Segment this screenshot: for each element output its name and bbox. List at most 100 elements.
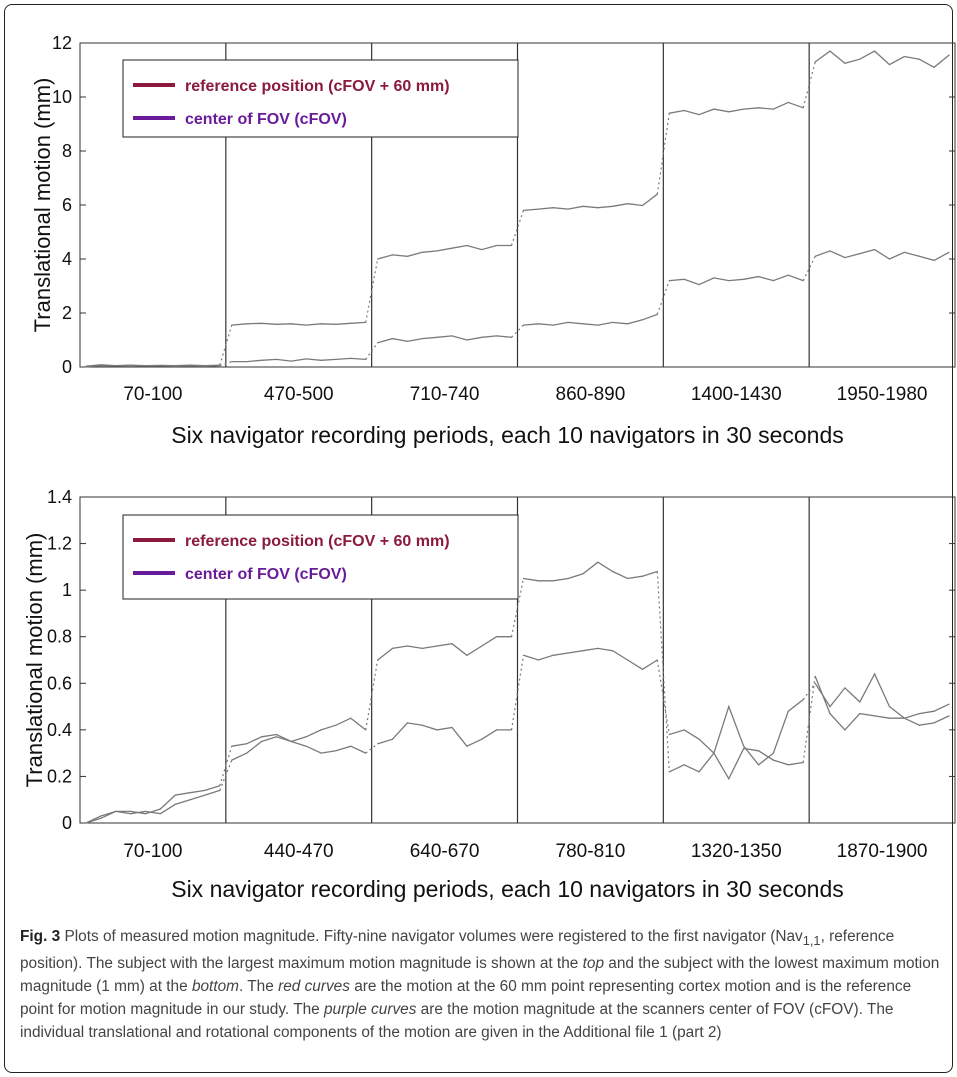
data-point — [320, 359, 322, 361]
data-point — [814, 61, 816, 63]
data-point — [421, 251, 423, 253]
y-tick-label: 1.2 — [47, 534, 72, 554]
data-point — [231, 759, 233, 761]
figure-caption: Fig. 3 Plots of measured motion magnitud… — [20, 925, 940, 1044]
data-point — [567, 321, 569, 323]
data-point — [320, 323, 322, 325]
data-point — [159, 365, 161, 367]
data-point — [713, 277, 715, 279]
data-point — [335, 724, 337, 726]
legend-label: reference position (cFOV + 60 mm) — [185, 533, 450, 550]
data-point — [552, 207, 554, 209]
caption-italic-top: top — [582, 955, 605, 973]
caption-text-4: . The — [239, 978, 279, 996]
data-point — [758, 750, 760, 752]
data-point — [612, 650, 614, 652]
data-point — [204, 365, 206, 367]
caption-italic-bottom: bottom — [191, 978, 239, 996]
data-point — [246, 323, 248, 325]
data-point — [275, 323, 277, 325]
series-line-segment — [669, 729, 804, 781]
data-point — [787, 274, 789, 276]
data-point — [335, 323, 337, 325]
legend-box — [122, 59, 519, 138]
data-point — [948, 251, 950, 253]
series-line-segment — [814, 248, 950, 262]
data-point — [829, 713, 831, 715]
data-point — [406, 340, 408, 342]
x-category-label: 780-810 — [556, 841, 626, 862]
series-line-segment — [231, 321, 366, 326]
data-point — [421, 724, 423, 726]
data-point — [844, 687, 846, 689]
data-point — [597, 207, 599, 209]
data-point — [933, 710, 935, 712]
legend-label: center of FOV (cFOV) — [185, 566, 347, 583]
data-point — [130, 810, 132, 813]
data-point — [261, 359, 263, 361]
series-line-segment — [523, 193, 658, 212]
data-point — [391, 254, 394, 256]
data-point — [231, 361, 233, 363]
period-connector — [219, 746, 233, 786]
data-point — [466, 244, 468, 247]
data-point — [174, 803, 176, 806]
y-tick-label: 0.2 — [47, 766, 72, 786]
data-point — [100, 365, 102, 367]
y-axis-title: Translational motion (mm) — [30, 78, 55, 333]
period-connector — [656, 571, 670, 772]
period-connector — [365, 258, 379, 323]
data-point — [683, 278, 685, 280]
data-point — [829, 706, 831, 708]
data-point — [743, 108, 745, 110]
data-point — [772, 752, 775, 754]
series-line-segment — [377, 335, 512, 344]
data-point — [683, 109, 685, 112]
x-category-label: 440-470 — [264, 841, 334, 862]
data-point — [335, 750, 337, 752]
data-point — [496, 244, 498, 247]
data-point — [597, 647, 599, 650]
data-point — [436, 645, 438, 647]
data-point — [305, 324, 307, 326]
data-point — [436, 250, 438, 252]
data-point — [612, 205, 614, 207]
x-category-label: 640-670 — [410, 841, 480, 862]
data-point — [537, 208, 540, 210]
data-point — [305, 358, 307, 360]
series-line-segment — [523, 561, 658, 582]
data-point — [829, 50, 831, 52]
data-point — [522, 577, 525, 580]
data-point — [567, 652, 569, 654]
caption-text-5: are the motion at the 60 mm point repres… — [20, 978, 912, 1019]
data-point — [758, 107, 760, 109]
period-connector — [656, 113, 670, 195]
data-point — [829, 250, 831, 252]
data-point — [728, 778, 730, 780]
y-tick-label: 6 — [62, 195, 72, 215]
data-point — [350, 357, 352, 359]
data-point — [305, 745, 307, 747]
data-point — [290, 323, 292, 325]
data-point — [888, 258, 891, 260]
y-tick-label: 2 — [62, 303, 72, 323]
figure-label: Fig. 3 — [20, 928, 61, 945]
data-point — [275, 733, 277, 736]
data-point — [130, 813, 132, 815]
data-point — [918, 58, 920, 60]
data-point — [436, 336, 438, 338]
data-point — [713, 108, 715, 110]
data-point — [204, 794, 206, 796]
data-point — [246, 752, 248, 754]
data-point — [683, 729, 685, 731]
series-line-segment — [669, 274, 804, 286]
data-point — [552, 654, 554, 656]
y-tick-label: 4 — [62, 249, 72, 269]
data-point — [612, 321, 614, 323]
series-line-segment — [523, 313, 658, 326]
caption-italic-red-curves: red curves — [278, 978, 350, 996]
data-point — [261, 736, 263, 738]
data-point — [466, 654, 468, 656]
y-tick-label: 0 — [62, 813, 72, 833]
